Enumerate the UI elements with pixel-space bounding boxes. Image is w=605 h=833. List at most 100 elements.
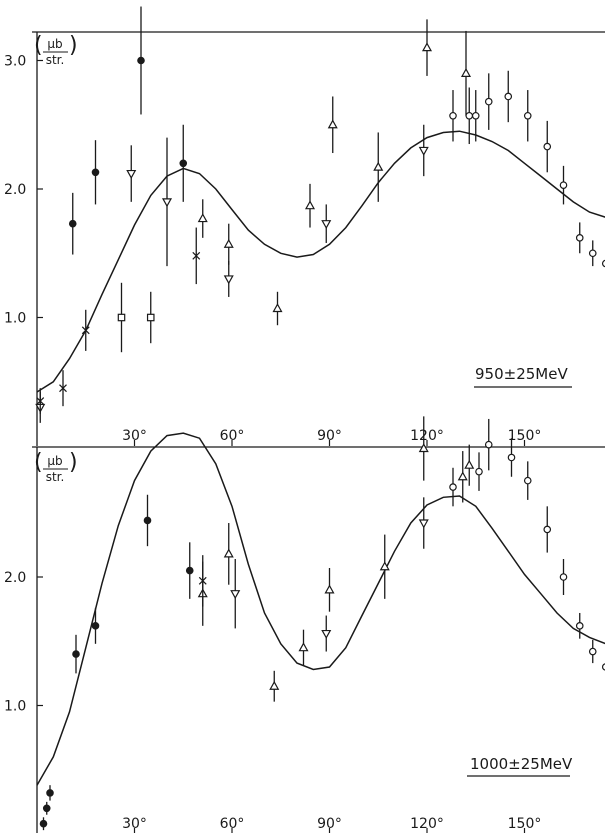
panel-1000mev: 1.0 2.0 30° 60° 90° 120° 150° (μb str.) 1000±25Me…: [4, 416, 605, 833]
marker-open-circle: [484, 97, 493, 106]
data-point: [230, 559, 241, 629]
data-point: [543, 506, 552, 553]
data-point: [601, 259, 605, 268]
data-point: [327, 96, 338, 154]
x-tick-label: 90°: [317, 428, 342, 444]
theory-curve: [36, 130, 605, 393]
marker-up-triangle: [327, 119, 338, 129]
marker-cross: [192, 251, 201, 260]
data-point: [449, 467, 457, 507]
data-point: [36, 388, 45, 414]
data-point: [464, 444, 475, 486]
marker-down-triangle: [230, 590, 241, 600]
marker-open-circle: [507, 453, 516, 462]
marker-up-triangle: [373, 161, 384, 171]
data-point: [143, 494, 152, 547]
energy-label: 950±25MeV: [475, 365, 568, 383]
data-point: [269, 670, 280, 702]
data-point: [59, 370, 67, 407]
data-point: [223, 523, 234, 585]
ylabel-denominator: str.: [46, 470, 65, 484]
marker-down-triangle: [321, 629, 332, 639]
marker-open-circle: [475, 467, 483, 476]
marker-open-circle: [504, 92, 513, 101]
y-tick-label: 3.0: [4, 54, 26, 70]
data-point: [475, 452, 483, 491]
data-point: [321, 615, 332, 652]
marker-filled-circle: [46, 789, 54, 797]
marker-up-triangle: [272, 303, 283, 313]
data-point: [460, 30, 472, 116]
ylabel-denominator: str.: [46, 53, 65, 67]
marker-up-triangle: [460, 67, 472, 77]
data-point: [379, 534, 390, 599]
marker-square: [117, 313, 126, 322]
data-point: [185, 542, 194, 599]
data-point: [465, 87, 474, 145]
data-point: [484, 418, 493, 471]
marker-filled-circle: [143, 516, 152, 525]
data-point: [91, 140, 100, 205]
data-point: [523, 90, 532, 142]
marker-open-circle: [543, 142, 552, 151]
marker-filled-circle: [137, 56, 145, 65]
data-point: [507, 438, 516, 477]
data-point: [68, 192, 77, 255]
data-point: [223, 260, 234, 297]
marker-up-triangle: [197, 213, 208, 223]
marker-open-circle: [588, 249, 597, 258]
marker-up-triangle: [457, 471, 468, 481]
ylabel-paren-left: (: [34, 450, 43, 475]
marker-up-triangle: [418, 443, 429, 453]
marker-square: [146, 313, 155, 322]
x-tick-label: 30°: [122, 428, 147, 444]
marker-open-circle: [559, 573, 568, 581]
marker-down-triangle: [126, 169, 137, 180]
marker-filled-circle: [185, 566, 194, 575]
data-point: [304, 183, 316, 228]
data-point: [543, 120, 552, 173]
ylabel-paren-right: ): [69, 33, 78, 58]
marker-filled-circle: [72, 650, 80, 658]
data-point: [484, 73, 493, 130]
data-point: [117, 282, 126, 353]
data-point: [504, 70, 513, 123]
data-point: [418, 497, 429, 549]
marker-up-triangle: [464, 459, 475, 469]
x-tick-label: 60°: [220, 428, 245, 444]
marker-up-triangle: [421, 42, 433, 52]
y-tick-label: 1.0: [4, 311, 26, 327]
marker-cross: [36, 397, 45, 405]
data-point: [418, 416, 429, 481]
data-point: [588, 240, 597, 267]
ylabel-paren-right: ): [69, 450, 78, 475]
marker-open-circle: [449, 483, 457, 491]
data-point: [72, 634, 80, 674]
marker-open-circle: [523, 476, 532, 485]
data-point: [42, 801, 51, 815]
data-point: [471, 90, 480, 142]
data-point: [575, 612, 584, 639]
marker-cross: [198, 576, 207, 585]
marker-filled-circle: [68, 219, 77, 228]
marker-up-triangle: [324, 584, 335, 594]
x-tick-label: 150°: [508, 428, 542, 444]
data-point: [126, 145, 137, 202]
data-point: [575, 222, 584, 254]
marker-down-triangle: [223, 275, 234, 285]
marker-open-circle: [601, 259, 605, 268]
data-point: [272, 291, 283, 326]
data-point: [588, 639, 597, 664]
data-point: [161, 137, 173, 267]
data-point: [298, 629, 309, 666]
data-point: [457, 451, 468, 503]
marker-open-circle: [484, 440, 493, 449]
x-tick-label: 120°: [410, 816, 444, 832]
marker-open-circle: [601, 663, 605, 671]
data-point: [46, 785, 54, 801]
ylabel-numerator: μb: [47, 37, 62, 51]
data-point: [601, 663, 605, 671]
marker-down-triangle: [418, 146, 429, 156]
data-point: [146, 291, 155, 344]
